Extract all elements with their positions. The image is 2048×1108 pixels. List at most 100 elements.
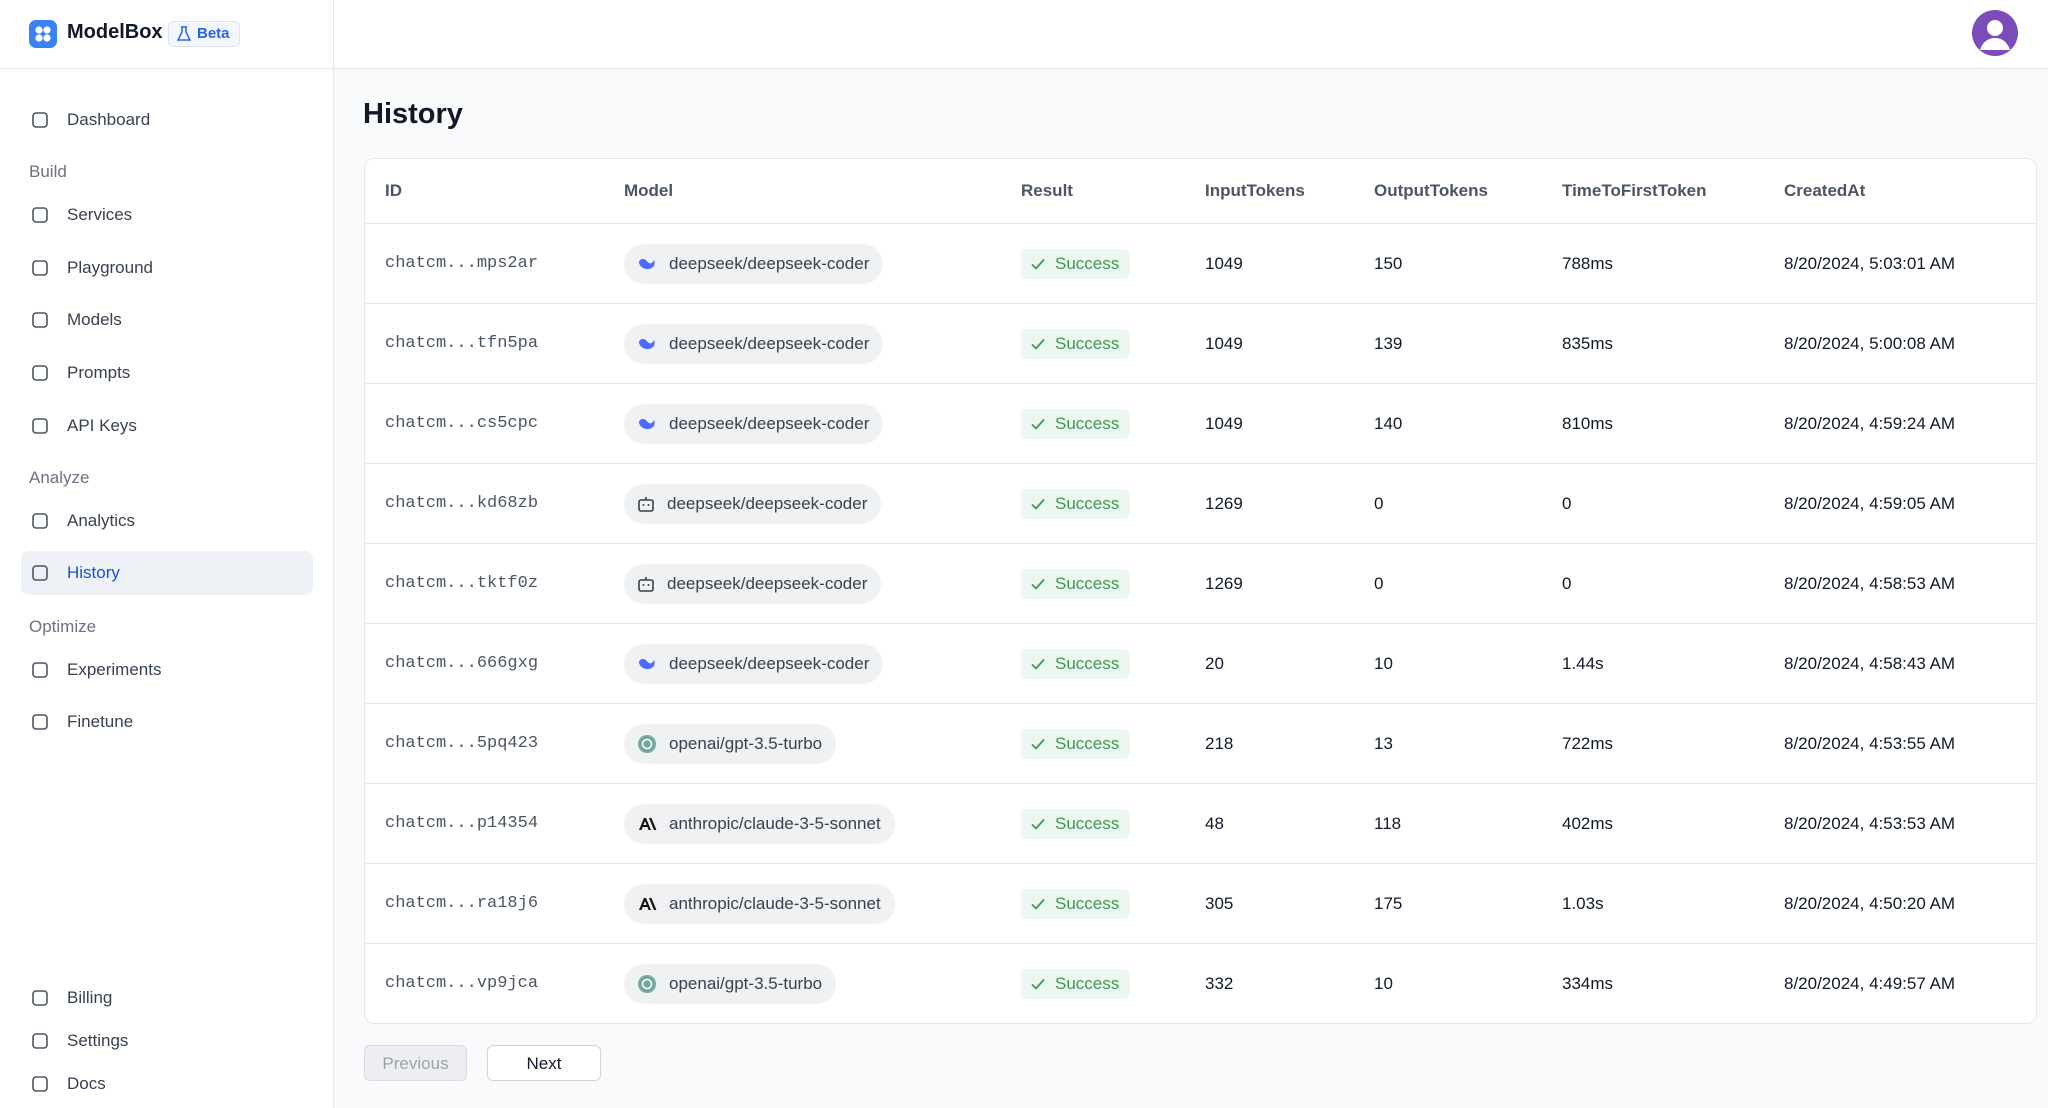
table-row[interactable]: chatcm...5pq423 openai/gpt-3.5-turbo Succe… xyxy=(365,703,2036,784)
status-text: Success xyxy=(1055,333,1120,353)
result-cell: Success xyxy=(1021,944,1205,1024)
status-text: Success xyxy=(1055,813,1120,833)
id-cell: chatcm...tfn5pa xyxy=(365,303,624,384)
table-cell: 8/20/2024, 4:53:55 AM xyxy=(1784,703,2036,784)
status-text: Success xyxy=(1055,733,1120,753)
model-cell: deepseek/deepseek-coder xyxy=(624,303,1021,384)
result-cell: Success xyxy=(1021,463,1205,544)
header-row: ID Model Result InputTokens OutputTokens Time… xyxy=(365,159,2036,224)
status-badge: Success xyxy=(1021,488,1131,519)
status-badge: Success xyxy=(1021,328,1131,359)
nav-item[interactable]: Models xyxy=(21,298,313,342)
model-pill: deepseek/deepseek-coder xyxy=(624,563,882,604)
column-header: TimeToFirstToken xyxy=(1562,159,1784,224)
status-badge: Success xyxy=(1021,248,1131,279)
table-cell: 118 xyxy=(1374,783,1562,864)
id-cell: chatcm...p14354 xyxy=(365,783,624,864)
model-name: deepseek/deepseek-coder xyxy=(667,573,868,593)
status-badge: Success xyxy=(1021,648,1131,679)
table-cell: 8/20/2024, 4:53:53 AM xyxy=(1784,783,2036,864)
model-pill: openai/gpt-3.5-turbo xyxy=(624,963,837,1004)
table-row[interactable]: chatcm...ra18j6 anthropic/claude-3-5-sonn… xyxy=(365,863,2036,944)
table-cell: 0 xyxy=(1562,463,1784,544)
column-header: ID xyxy=(365,159,624,224)
result-cell: Success xyxy=(1021,623,1205,704)
nav-item[interactable]: Analytics xyxy=(21,499,313,543)
table-cell: 8/20/2024, 4:49:57 AM xyxy=(1784,973,1956,993)
nav-label: Models xyxy=(67,310,122,329)
next-button[interactable]: Next xyxy=(487,1045,601,1081)
nav-item[interactable]: Experiments xyxy=(21,648,313,692)
model-cell: deepseek/deepseek-coder xyxy=(624,463,1021,544)
table-cell: 150 xyxy=(1374,223,1562,304)
model-cell: anthropic/claude-3-5-sonnet xyxy=(624,863,1021,944)
id-cell: chatcm...ra18j6 xyxy=(365,863,624,944)
status-text: Success xyxy=(1055,973,1120,993)
result-cell: Success xyxy=(1021,223,1205,304)
model-cell: deepseek/deepseek-coder xyxy=(624,383,1021,464)
model-pill: deepseek/deepseek-coder xyxy=(624,643,884,684)
model-name: deepseek/deepseek-coder xyxy=(669,333,870,353)
status-text: Success xyxy=(1055,893,1120,913)
table-cell: 0 xyxy=(1374,463,1562,544)
table-row[interactable]: chatcm...p14354 anthropic/claude-3-5-sonn… xyxy=(365,783,2036,864)
status-text: Success xyxy=(1055,413,1120,433)
nav-item[interactable]: Playground xyxy=(21,246,313,290)
id-cell: chatcm...vp9jca xyxy=(385,974,539,993)
nav-section: Analyze xyxy=(29,468,90,487)
model-cell: deepseek/deepseek-coder xyxy=(624,623,1021,704)
id-cell: chatcm...mps2ar xyxy=(365,223,624,304)
table-cell: 8/20/2024, 5:03:01 AM xyxy=(1784,223,2036,304)
model-pill: anthropic/claude-3-5-sonnet xyxy=(624,803,895,844)
history-table-card: ID Model Result InputTokens OutputTokens Time… xyxy=(364,158,2037,1024)
badge-text: Beta xyxy=(197,25,230,42)
table-cell: 722ms xyxy=(1562,703,1784,784)
table-cell: 8/20/2024, 4:59:24 AM xyxy=(1784,383,2036,464)
model-pill: openai/gpt-3.5-turbo xyxy=(624,723,837,764)
nav-item[interactable]: Services xyxy=(21,193,313,237)
status-text: Success xyxy=(1055,253,1120,273)
table-row[interactable]: chatcm...tktf0z deepseek/deepseek-coder Su… xyxy=(365,543,2036,624)
model-pill: deepseek/deepseek-coder xyxy=(624,483,882,524)
table-row[interactable]: chatcm...tfn5pa deepseek/deepseek-coder Su… xyxy=(365,303,2036,384)
nav-item[interactable]: History xyxy=(21,551,313,595)
table-cell: 20 xyxy=(1205,623,1374,704)
table-body: chatcm...mps2ar deepseek/deepseek-coder Su… xyxy=(365,223,2036,1024)
table-cell: 218 xyxy=(1205,703,1374,784)
nav-label: Dashboard xyxy=(67,110,151,129)
model-cell: deepseek/deepseek-coder xyxy=(624,543,1021,624)
model-name: openai/gpt-3.5-turbo xyxy=(669,733,823,753)
table-row[interactable]: chatcm...cs5cpc deepseek/deepseek-coder Su… xyxy=(365,383,2036,464)
id-cell: chatcm...666gxg xyxy=(365,623,624,704)
nav-item[interactable]: Billing xyxy=(21,976,313,1020)
nav-label: Services xyxy=(67,205,133,224)
nav-item[interactable]: Docs xyxy=(21,1062,313,1106)
nav-item[interactable]: Prompts xyxy=(21,351,313,395)
result-cell: Success xyxy=(1021,303,1205,384)
model-pill: deepseek/deepseek-coder xyxy=(624,403,884,444)
table-cell: 0 xyxy=(1562,543,1784,624)
table-cell: 8/20/2024, 4:58:53 AM xyxy=(1784,543,2036,624)
table-row[interactable]: chatcm...kd68zb deepseek/deepseek-coder Su… xyxy=(365,463,2036,544)
table-cell: 305 xyxy=(1205,863,1374,944)
nav-label: History xyxy=(67,563,120,582)
column-header: InputTokens xyxy=(1205,159,1374,224)
nav-item[interactable]: Settings xyxy=(21,1019,313,1063)
table-cell: 334ms xyxy=(1562,973,1614,993)
history-table: ID Model Result InputTokens OutputTokens Time… xyxy=(365,159,2036,1023)
logo xyxy=(29,20,57,48)
id-cell: chatcm...tktf0z xyxy=(365,543,624,624)
nav-item[interactable]: API Keys xyxy=(21,404,313,448)
model-cell: deepseek/deepseek-coder xyxy=(624,223,1021,304)
status-badge: Success xyxy=(1021,728,1131,759)
nav-item[interactable]: Finetune xyxy=(21,700,313,744)
result-cell: Success xyxy=(1021,383,1205,464)
table-row[interactable]: chatcm...666gxg deepseek/deepseek-coder Su… xyxy=(365,623,2036,704)
column-header: Result xyxy=(1021,159,1205,224)
table-row[interactable]: chatcm...mps2ar deepseek/deepseek-coder Su… xyxy=(365,223,2036,304)
table-row[interactable]: chatcm...vp9jca openai/gpt-3.5-turbo Succe… xyxy=(365,944,2036,1024)
nav-item[interactable]: Dashboard xyxy=(21,98,313,142)
avatar[interactable] xyxy=(1972,10,2018,56)
model-name: anthropic/claude-3-5-sonnet xyxy=(669,893,881,913)
